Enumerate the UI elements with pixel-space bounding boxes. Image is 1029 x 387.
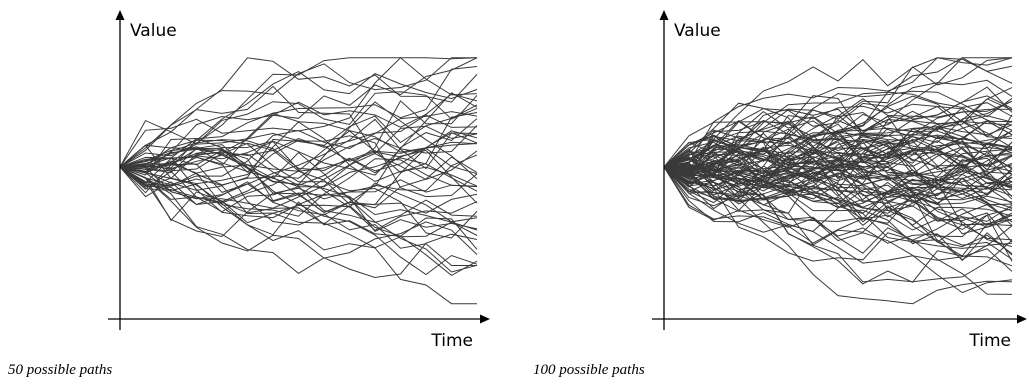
sample-path xyxy=(663,147,1013,192)
sample-path xyxy=(119,164,478,209)
sample-path xyxy=(663,140,1013,197)
sample-path xyxy=(663,145,1013,209)
sample-path xyxy=(663,57,1013,183)
sample-path xyxy=(663,166,1013,285)
x-axis-label: Time xyxy=(430,331,473,351)
sample-path xyxy=(119,149,478,204)
sample-path xyxy=(119,132,478,198)
sample-path xyxy=(119,112,478,204)
sample-path xyxy=(663,57,1013,168)
sample-path xyxy=(119,92,478,206)
sample-path xyxy=(663,110,1013,179)
sample-path xyxy=(663,163,1013,226)
sample-path xyxy=(119,57,477,168)
sample-path xyxy=(119,139,478,239)
sample-path xyxy=(119,166,478,279)
sample-path xyxy=(119,166,478,259)
y-axis-arrow xyxy=(659,10,669,20)
sample-path xyxy=(663,163,1013,262)
sample-path xyxy=(663,57,1013,168)
x-axis-arrow xyxy=(480,314,490,324)
sample-path xyxy=(663,105,1013,176)
sample-path xyxy=(119,166,478,232)
sample-path xyxy=(119,57,478,168)
sample-path xyxy=(663,162,1013,233)
sample-path xyxy=(663,148,1013,295)
sample-path xyxy=(663,166,1013,255)
sample-path xyxy=(663,151,1013,198)
sample-path xyxy=(663,166,1013,262)
caption-50-paths: 50 possible paths xyxy=(8,362,113,378)
sample-path xyxy=(119,121,478,173)
sample-path xyxy=(663,95,1013,168)
y-axis-label: Value xyxy=(130,21,177,41)
chart-100-paths: Value Time xyxy=(652,10,1027,351)
sample-path xyxy=(119,158,478,217)
sample-path xyxy=(119,166,478,277)
x-axis-label: Time xyxy=(968,331,1011,351)
sample-path xyxy=(119,118,478,200)
sample-path xyxy=(663,135,1013,197)
sample-path xyxy=(119,139,478,188)
sample-path xyxy=(119,141,478,238)
x-axis-arrow xyxy=(1017,314,1027,324)
sample-path xyxy=(119,91,478,168)
sample-path xyxy=(119,125,478,176)
sample-path xyxy=(663,108,1013,168)
sample-path xyxy=(663,163,1013,198)
sample-path xyxy=(663,164,1013,214)
sample-path xyxy=(119,57,478,174)
sample-path xyxy=(663,130,1013,195)
sample-path xyxy=(663,120,1013,178)
sample-path xyxy=(663,138,1013,184)
sample-path xyxy=(119,156,478,216)
sample-path xyxy=(663,133,1013,200)
sample-path xyxy=(663,141,1013,186)
caption-100-paths: 100 possible paths xyxy=(533,362,645,378)
chart-50-paths: Value Time xyxy=(108,10,490,351)
sample-path xyxy=(119,166,478,250)
sample-path xyxy=(663,136,1013,187)
sample-path xyxy=(663,140,1013,186)
sample-path xyxy=(119,57,478,168)
sample-path xyxy=(119,85,478,181)
sample-path xyxy=(663,153,1013,241)
sample-path xyxy=(119,144,478,223)
sample-path xyxy=(119,157,478,233)
sample-path xyxy=(663,110,1013,175)
sample-path xyxy=(119,166,478,249)
sample-path xyxy=(663,166,1013,272)
sample-path xyxy=(663,166,1013,305)
y-axis-label: Value xyxy=(674,21,721,41)
sample-path xyxy=(119,101,478,186)
paths-group xyxy=(119,57,478,305)
paths-group xyxy=(663,57,1013,305)
sample-path xyxy=(119,166,477,305)
sample-path xyxy=(663,166,1013,228)
y-axis-arrow xyxy=(115,10,125,20)
sample-path xyxy=(119,71,478,168)
sample-path xyxy=(663,157,1013,226)
sample-path xyxy=(119,148,478,273)
sample-path xyxy=(663,127,1013,168)
